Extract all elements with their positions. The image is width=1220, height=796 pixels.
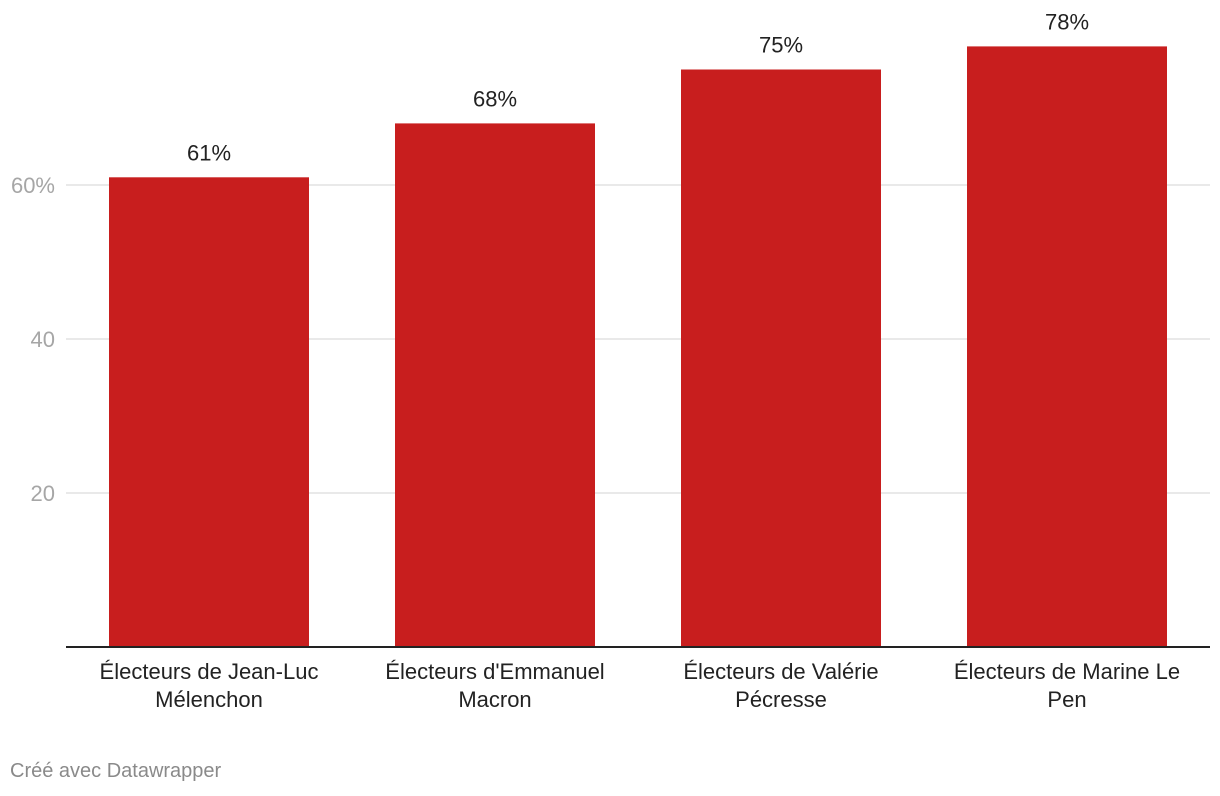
category-label: Mélenchon [155, 687, 263, 712]
value-labels: 61% 68% 75% 78% [187, 9, 1089, 165]
footer-credit: Créé avec Datawrapper [10, 760, 222, 782]
y-axis-ticks: 60% 40 20 [11, 173, 55, 506]
value-label: 75% [759, 33, 803, 58]
bar [109, 177, 309, 648]
y-tick-label: 60% [11, 173, 55, 198]
category-label: Macron [458, 687, 531, 712]
category-label: Électeurs d'Emmanuel [385, 659, 604, 684]
category-label: Pécresse [735, 687, 827, 712]
category-label: Électeurs de Marine Le [954, 659, 1180, 684]
category-label: Électeurs de Valérie [683, 659, 878, 684]
y-tick-label: 40 [31, 327, 55, 352]
category-label: Électeurs de Jean-Luc [100, 659, 319, 684]
bar [967, 46, 1167, 647]
value-label: 61% [187, 140, 231, 165]
category-label: Pen [1047, 687, 1086, 712]
value-label: 68% [473, 86, 517, 111]
bar [395, 123, 595, 647]
bar-chart: 60% 40 20 61% 68% 75% 78% Électeurs de Jean-L… [11, 9, 1210, 712]
bar [681, 69, 881, 647]
value-label: 78% [1045, 9, 1089, 34]
category-labels: Électeurs de Jean-Luc Mélenchon Électeurs … [100, 659, 1181, 712]
y-tick-label: 20 [31, 481, 55, 506]
bars [109, 46, 1167, 648]
